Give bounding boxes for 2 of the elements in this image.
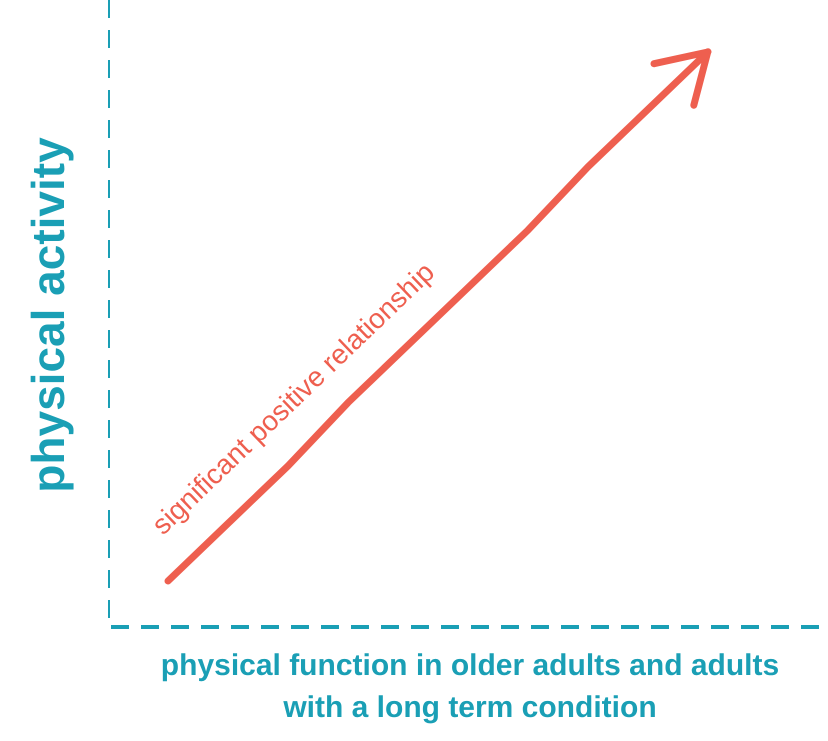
y-axis-title: physical activity — [21, 137, 75, 493]
x-axis-title: physical function in older adults and adults with a long term condition — [160, 648, 780, 726]
